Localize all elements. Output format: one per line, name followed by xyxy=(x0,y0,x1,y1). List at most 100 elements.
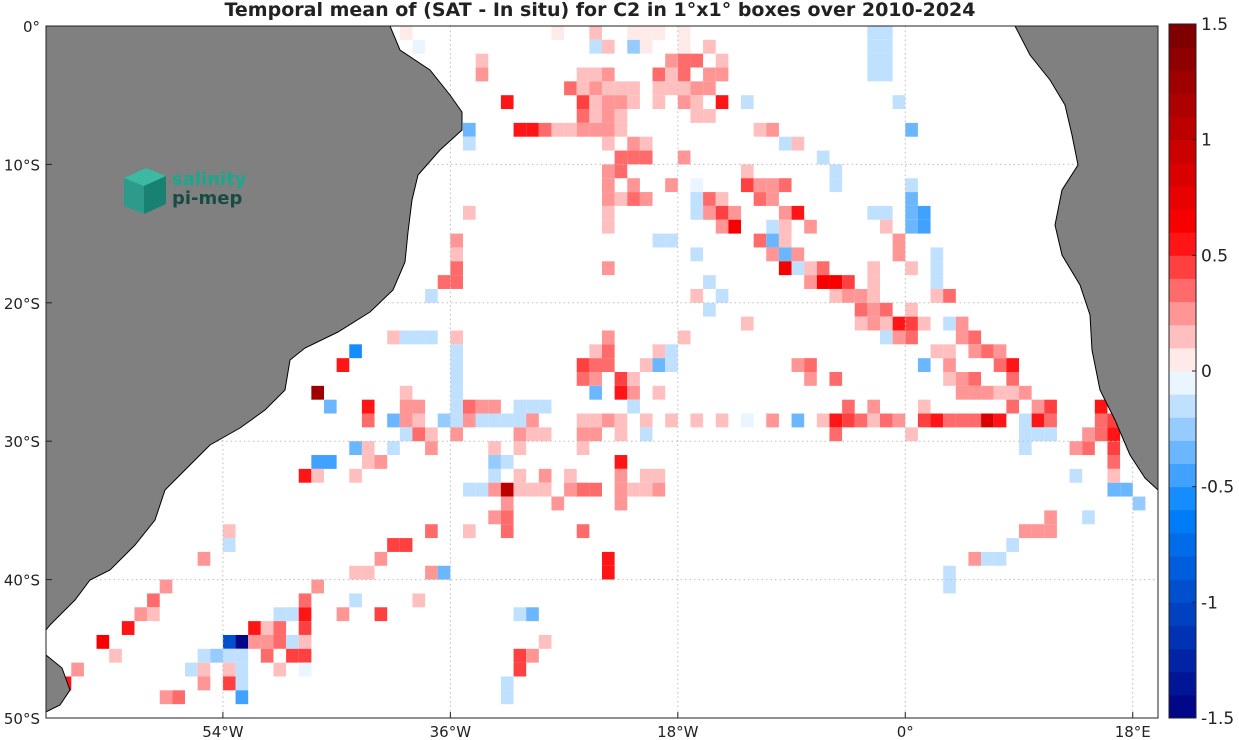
data-cell xyxy=(1044,524,1057,539)
data-cell xyxy=(917,413,931,428)
data-cell xyxy=(703,205,716,220)
data-cell xyxy=(197,676,211,691)
data-cell xyxy=(602,109,615,123)
data-cell xyxy=(778,205,792,220)
data-cell xyxy=(905,178,918,193)
data-cell xyxy=(576,413,590,428)
data-cell xyxy=(412,413,426,428)
data-cell xyxy=(488,510,501,525)
data-cell xyxy=(778,136,792,151)
data-cell xyxy=(551,122,565,137)
data-cell xyxy=(361,565,375,580)
data-cell xyxy=(854,288,868,303)
data-cell xyxy=(286,648,299,663)
data-cell xyxy=(589,67,602,82)
data-cell xyxy=(463,136,476,151)
data-cell xyxy=(867,39,880,54)
data-cell xyxy=(665,233,678,248)
data-cell xyxy=(880,26,893,40)
data-cell xyxy=(399,330,413,345)
colorbar-tick-label: -0.5 xyxy=(1201,478,1234,498)
data-cell xyxy=(500,496,514,511)
data-cell xyxy=(602,164,615,179)
data-cell xyxy=(412,427,426,442)
data-cell xyxy=(602,122,615,137)
data-cell xyxy=(589,413,602,428)
data-cell xyxy=(1107,482,1121,497)
data-cell xyxy=(690,288,704,303)
data-cell xyxy=(715,205,729,220)
colorbar-swatch xyxy=(1169,301,1196,326)
data-cell xyxy=(387,538,400,552)
data-cell xyxy=(349,441,362,456)
data-cell xyxy=(880,219,893,234)
data-cell xyxy=(602,205,615,220)
data-cell xyxy=(741,316,754,331)
data-cell xyxy=(804,219,817,234)
data-cell xyxy=(766,247,779,262)
data-cell xyxy=(791,136,805,151)
colorbar-swatch xyxy=(1169,417,1196,441)
data-cell xyxy=(235,662,249,677)
data-cell xyxy=(399,413,413,428)
lon-tick-label: 54°W xyxy=(202,723,244,740)
data-cell xyxy=(677,150,691,165)
data-cell xyxy=(500,676,514,691)
data-cell xyxy=(892,316,906,331)
data-cell xyxy=(589,385,602,400)
data-cell xyxy=(652,385,666,400)
data-cell xyxy=(627,150,640,165)
data-cell xyxy=(665,413,678,428)
data-cell xyxy=(172,690,185,705)
data-cell xyxy=(943,344,956,359)
colorbar-swatch xyxy=(1169,209,1196,233)
data-cell xyxy=(576,122,590,137)
data-cell xyxy=(248,621,261,635)
data-cell xyxy=(627,482,640,497)
data-cell xyxy=(905,122,918,137)
data-cell xyxy=(1006,538,1019,552)
data-cell xyxy=(475,53,489,68)
data-cell xyxy=(589,372,602,386)
data-cell xyxy=(602,95,615,110)
data-cell xyxy=(867,288,880,303)
data-cell xyxy=(943,372,956,386)
data-cell xyxy=(892,330,906,345)
data-cell xyxy=(1044,510,1057,525)
data-cell xyxy=(576,81,590,96)
data-cell xyxy=(639,39,653,54)
data-cell xyxy=(602,81,615,96)
data-cell xyxy=(766,233,779,248)
data-cell xyxy=(602,565,615,580)
chart-title: Temporal mean of (SAT - In situ) for C2 … xyxy=(224,0,975,21)
data-cell xyxy=(880,316,893,331)
data-cell xyxy=(627,372,640,386)
data-cell xyxy=(576,95,590,110)
data-cell xyxy=(475,67,489,82)
lat-tick-label: 50°S xyxy=(4,710,40,728)
data-cell xyxy=(412,399,426,414)
data-cell xyxy=(715,413,729,428)
data-cell xyxy=(374,455,388,469)
data-cell xyxy=(235,676,249,691)
data-cell xyxy=(1107,441,1121,456)
data-cell xyxy=(1031,427,1045,442)
data-cell xyxy=(361,441,375,456)
data-cell xyxy=(703,109,716,123)
data-cell xyxy=(627,39,640,54)
colorbar-swatch xyxy=(1169,694,1196,719)
data-cell xyxy=(121,621,135,635)
data-cell xyxy=(96,634,110,649)
data-cell xyxy=(526,648,539,663)
data-cell xyxy=(993,344,1007,359)
data-cell xyxy=(778,178,792,193)
data-cell xyxy=(614,109,628,123)
data-cell xyxy=(943,579,956,594)
data-cell xyxy=(425,565,438,580)
data-cell xyxy=(639,150,653,165)
data-cell xyxy=(930,247,944,262)
data-cell xyxy=(842,275,855,289)
data-cell xyxy=(298,607,312,622)
data-cell xyxy=(665,358,678,372)
latitude-axis: 0° 10°S 20°S 30°S 40°S 50°S xyxy=(4,18,52,728)
